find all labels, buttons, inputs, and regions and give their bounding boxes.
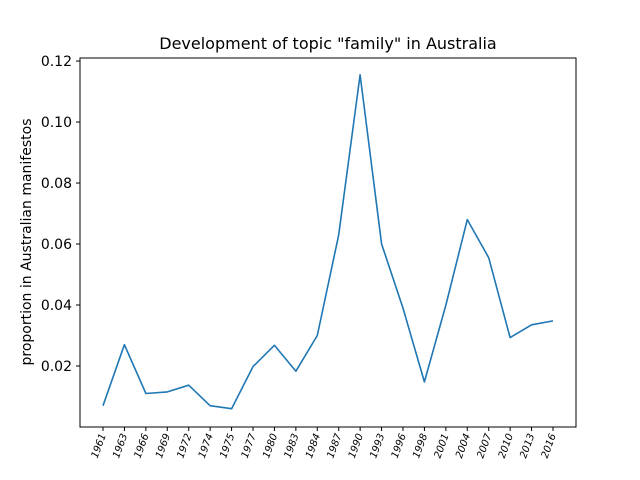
x-tick-label: 1961 [90,432,109,460]
x-tick-label: 2013 [518,432,537,460]
y-tick-label: 0.02 [41,359,72,375]
x-tick-label: 2004 [454,432,473,460]
x-tick-label: 1984 [304,432,323,460]
chart-title: Development of topic "family" in Austral… [159,34,496,53]
x-tick-label: 1975 [218,432,237,460]
y-tick-label: 0.12 [41,54,72,70]
y-tick-label: 0.08 [41,176,72,192]
x-tick-label: 1983 [283,432,302,460]
x-tick-label: 2001 [433,432,452,460]
y-tick-label: 0.10 [41,115,72,131]
x-tick-label: 1998 [411,432,430,460]
x-tick-label: 1987 [325,432,344,460]
y-axis-label: proportion in Australian manifestos [19,118,35,365]
x-tick-label: 1969 [154,432,173,460]
x-tick-label: 1993 [368,432,387,460]
x-tick-label: 1990 [347,432,366,460]
axes-frame [79,57,577,428]
x-tick-label: 1963 [111,432,130,460]
x-tick-label: 2007 [475,432,494,460]
x-tick-label: 1966 [133,432,152,460]
y-tick-label: 0.04 [41,298,72,314]
y-tick-label: 0.06 [41,237,72,253]
x-tick-label: 2010 [497,432,516,460]
x-tick-label: 2016 [540,432,559,460]
x-tick-label: 1980 [261,432,280,460]
x-tick-label: 1974 [197,432,216,460]
x-tick-label: 1972 [175,432,194,460]
series-line [102,74,554,410]
x-tick-label: 1977 [240,432,259,460]
plot-area: 0.02 0.04 0.06 0.08 0.10 0.12 1961 1963 1966 1969… [41,54,577,460]
x-tick-label: 1996 [390,432,409,460]
